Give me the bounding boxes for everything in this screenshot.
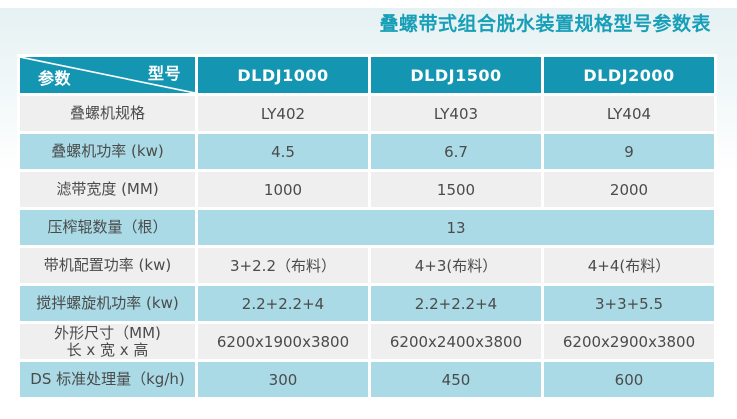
row-value: 4+4(布料） bbox=[544, 248, 714, 283]
page-title: 叠螺带式组合脱水装置规格型号参数表 bbox=[379, 13, 711, 35]
row-value: 9 bbox=[544, 134, 714, 169]
table-row: 叠螺机规格 LY402 LY403 LY404 bbox=[20, 96, 714, 131]
row-value: 6200x2900x3800 bbox=[544, 324, 714, 359]
row-label: 带机配置功率 (kw) bbox=[20, 248, 195, 283]
column-header-dldj1000: DLDJ1000 bbox=[198, 57, 368, 93]
row-label: 外形尺寸（MM) 长 x 宽 x 高 bbox=[20, 324, 195, 359]
row-value: 6.7 bbox=[371, 134, 541, 169]
row-value: 6200x1900x3800 bbox=[198, 324, 368, 359]
header-row: 参数 型号 DLDJ1000 DLDJ1500 DLDJ2000 bbox=[20, 57, 714, 93]
row-merged-value: 13 bbox=[198, 210, 714, 245]
row-label: 压榨辊数量（根） bbox=[20, 210, 195, 245]
row-value: LY402 bbox=[198, 96, 368, 131]
row-value: 450 bbox=[371, 362, 541, 397]
table-row: 搅拌螺旋机功率 (kw) 2.2+2.2+4 2.2+2.2+4 3+3+5.5 bbox=[20, 286, 714, 321]
table-row: 带机配置功率 (kw) 3+2.2（布料） 4+3(布料） 4+4(布料） bbox=[20, 248, 714, 283]
corner-model-label: 型号 bbox=[147, 64, 181, 83]
row-value: 1500 bbox=[371, 172, 541, 207]
row-label: DS 标准处理量（kg/h) bbox=[20, 362, 195, 397]
row-label: 滤带宽度 (MM) bbox=[20, 172, 195, 207]
row-value: 6200x2400x3800 bbox=[371, 324, 541, 359]
row-value: 1000 bbox=[198, 172, 368, 207]
table-row: DS 标准处理量（kg/h) 300 450 600 bbox=[20, 362, 714, 397]
table-row-merged: 压榨辊数量（根） 13 bbox=[20, 210, 714, 245]
row-label: 叠螺机功率 (kw) bbox=[20, 134, 195, 169]
row-label: 叠螺机规格 bbox=[20, 96, 195, 131]
corner-param-label: 参数 bbox=[38, 69, 72, 88]
row-value: 3+3+5.5 bbox=[544, 286, 714, 321]
column-header-dldj1500: DLDJ1500 bbox=[371, 57, 541, 93]
table-row: 叠螺机功率 (kw) 4.5 6.7 9 bbox=[20, 134, 714, 169]
row-value: 4+3(布料） bbox=[371, 248, 541, 283]
row-value: LY404 bbox=[544, 96, 714, 131]
spec-table: 参数 型号 DLDJ1000 DLDJ1500 DLDJ2000 叠螺机规格 L… bbox=[17, 54, 717, 400]
column-header-dldj2000: DLDJ2000 bbox=[544, 57, 714, 93]
row-value: 2000 bbox=[544, 172, 714, 207]
row-value: 4.5 bbox=[198, 134, 368, 169]
row-value: 300 bbox=[198, 362, 368, 397]
row-value: 600 bbox=[544, 362, 714, 397]
table-row: 滤带宽度 (MM) 1000 1500 2000 bbox=[20, 172, 714, 207]
row-value: 2.2+2.2+4 bbox=[371, 286, 541, 321]
row-label: 搅拌螺旋机功率 (kw) bbox=[20, 286, 195, 321]
row-value: 3+2.2（布料） bbox=[198, 248, 368, 283]
row-value: 2.2+2.2+4 bbox=[198, 286, 368, 321]
row-value: LY403 bbox=[371, 96, 541, 131]
table-row: 外形尺寸（MM) 长 x 宽 x 高 6200x1900x3800 6200x2… bbox=[20, 324, 714, 359]
corner-header-cell: 参数 型号 bbox=[20, 57, 195, 93]
diagonal-divider bbox=[20, 57, 195, 93]
